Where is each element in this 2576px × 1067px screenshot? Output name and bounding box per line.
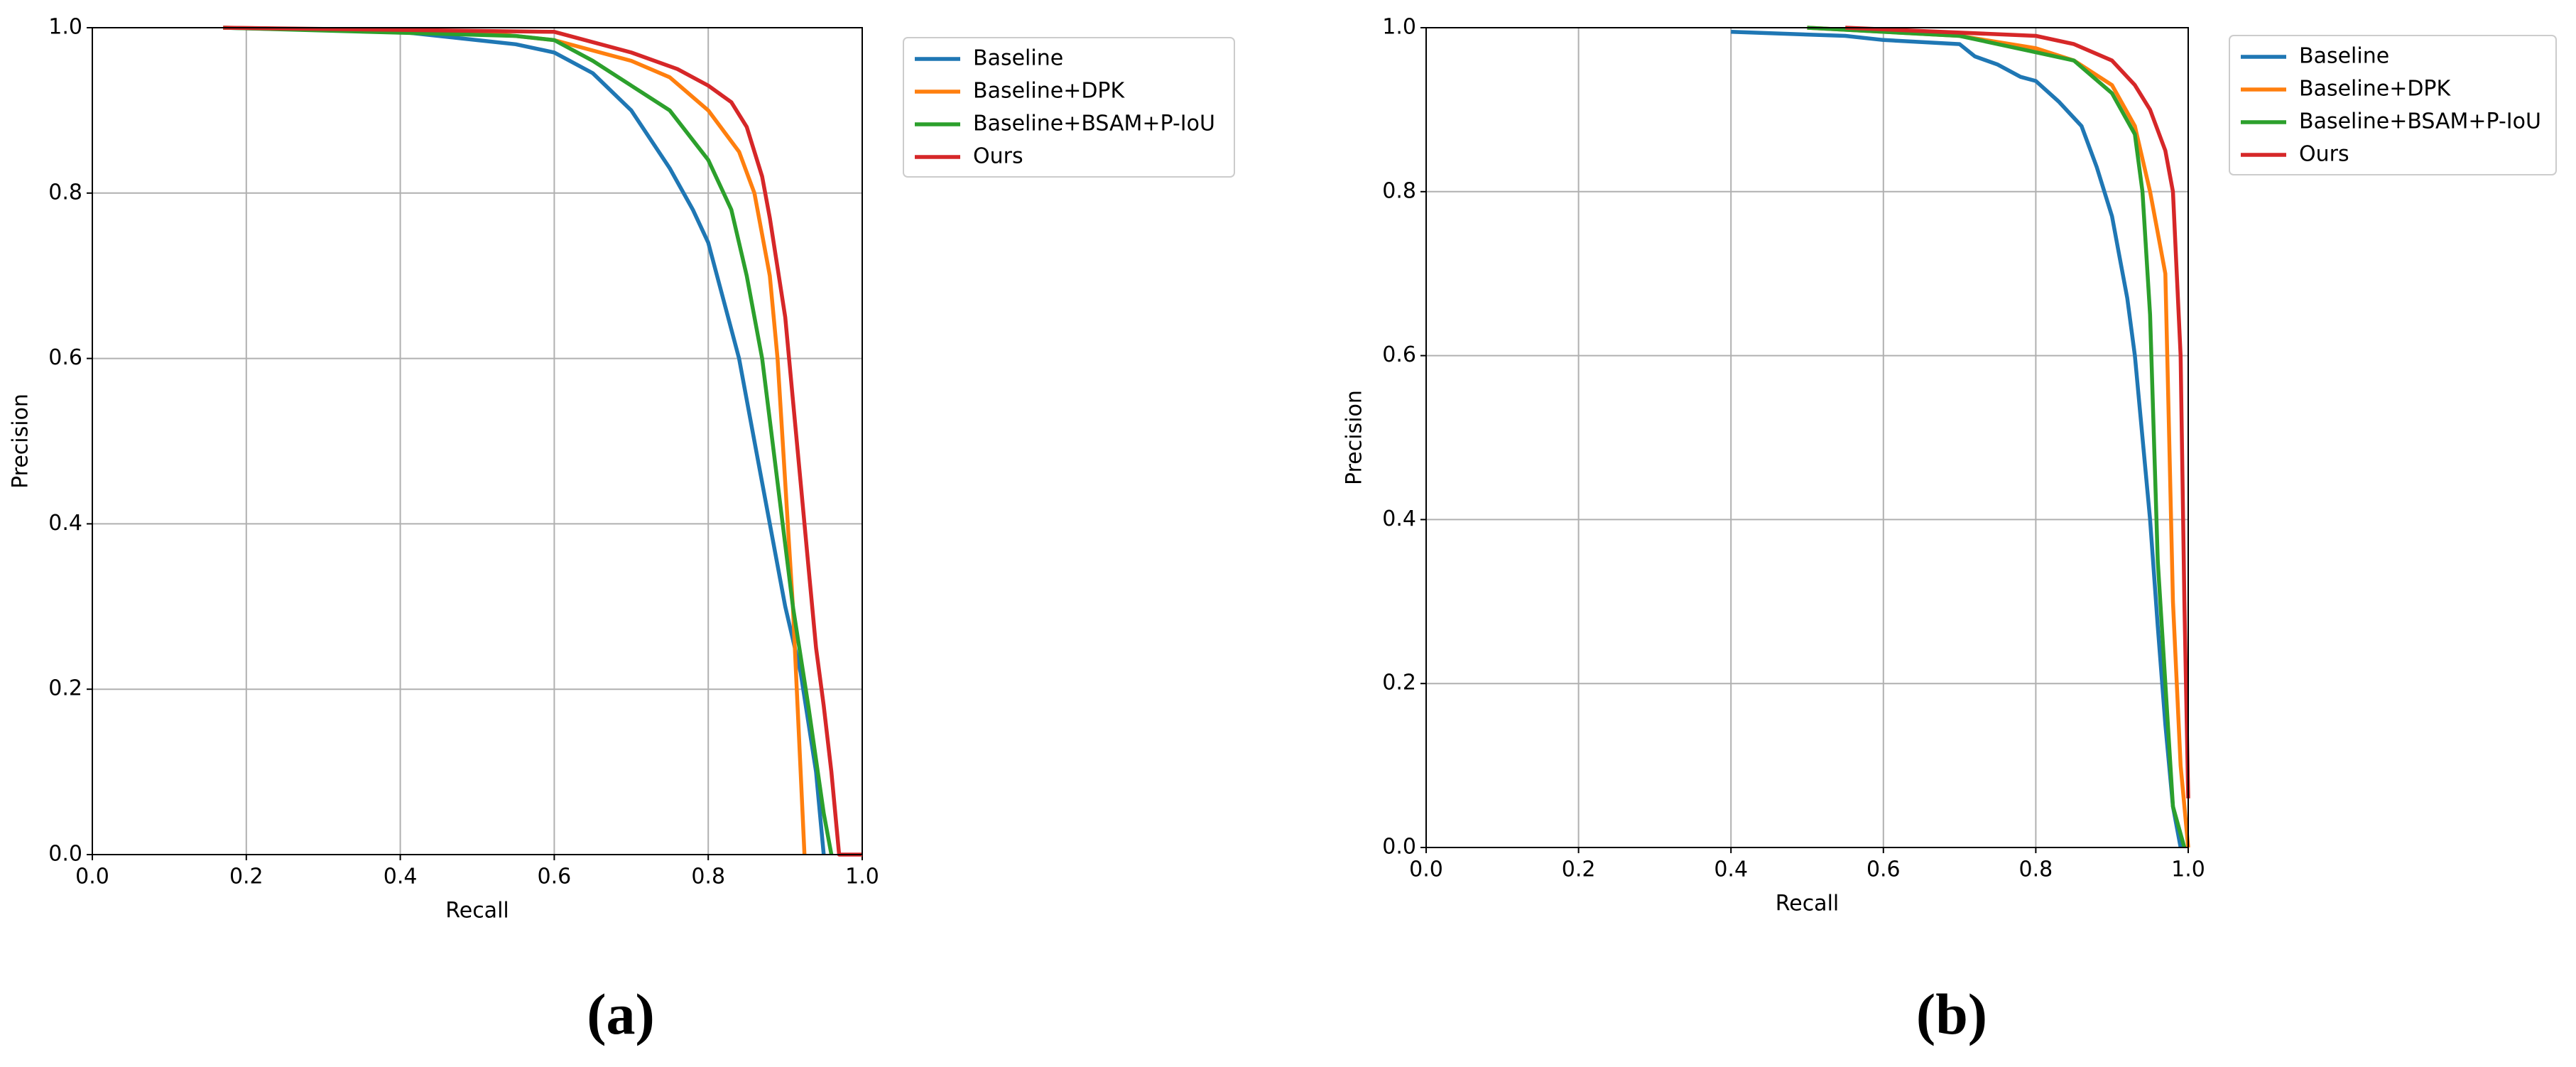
x-tick-label: 0.8 <box>2019 857 2053 882</box>
x-tick-label: 1.0 <box>845 865 879 889</box>
pr-curve <box>1807 26 2187 848</box>
x-tick-label: 0.4 <box>1714 857 1748 882</box>
legend-label: Baseline <box>2299 44 2389 69</box>
pr-curve <box>1731 30 2183 848</box>
pr-curve <box>223 26 826 855</box>
caption: (a) <box>587 982 655 1046</box>
pr-curve <box>223 26 807 855</box>
axes-frame <box>1425 27 2189 848</box>
y-tick-label: 0.0 <box>1382 835 1416 860</box>
x-tick-label: 0.0 <box>1409 857 1443 882</box>
x-tick-label: 0.6 <box>1866 857 1901 882</box>
y-tick-label: 0.2 <box>48 676 82 701</box>
x-tick-label: 0.0 <box>75 865 109 889</box>
x-axis-label: Recall <box>445 899 509 924</box>
legend-label: Ours <box>973 144 1023 169</box>
y-tick-label: 0.6 <box>1382 342 1416 367</box>
x-tick-label: 0.4 <box>384 865 418 889</box>
y-tick-label: 0.0 <box>48 842 82 867</box>
pr-curve <box>223 26 834 855</box>
y-axis-label: Precision <box>9 394 33 489</box>
x-tick-label: 0.6 <box>538 865 572 889</box>
x-tick-label: 0.2 <box>1562 857 1596 882</box>
y-tick-label: 1.0 <box>48 15 82 40</box>
legend-box <box>903 37 1235 178</box>
pr-curve <box>1845 26 2190 798</box>
legend-label: Ours <box>2299 142 2349 167</box>
y-tick-label: 0.4 <box>1382 507 1416 531</box>
x-tick-label: 0.8 <box>691 865 725 889</box>
legend-label: Baseline <box>973 46 1063 71</box>
y-tick-label: 0.8 <box>1382 178 1416 203</box>
legend-label: Baseline+BSAM+P-IoU <box>973 112 1215 136</box>
x-axis-label: Recall <box>1776 892 1839 916</box>
pr-curve <box>223 26 862 857</box>
axes-frame <box>92 27 863 855</box>
legend-box <box>2229 35 2557 175</box>
legend-label: Baseline+DPK <box>2299 77 2452 102</box>
y-axis-label: Precision <box>1342 390 1367 485</box>
y-tick-label: 0.6 <box>48 345 82 370</box>
caption: (b) <box>1916 982 1987 1046</box>
x-tick-label: 1.0 <box>2171 857 2205 882</box>
legend-label: Baseline+BSAM+P-IoU <box>2299 109 2541 134</box>
y-tick-label: 0.2 <box>1382 671 1416 695</box>
legend-label: Baseline+DPK <box>973 79 1126 104</box>
x-tick-label: 0.2 <box>229 865 263 889</box>
y-tick-label: 0.4 <box>48 511 82 536</box>
y-tick-label: 0.8 <box>48 180 82 205</box>
pr-curve <box>1807 26 2190 848</box>
y-tick-label: 1.0 <box>1382 15 1416 40</box>
